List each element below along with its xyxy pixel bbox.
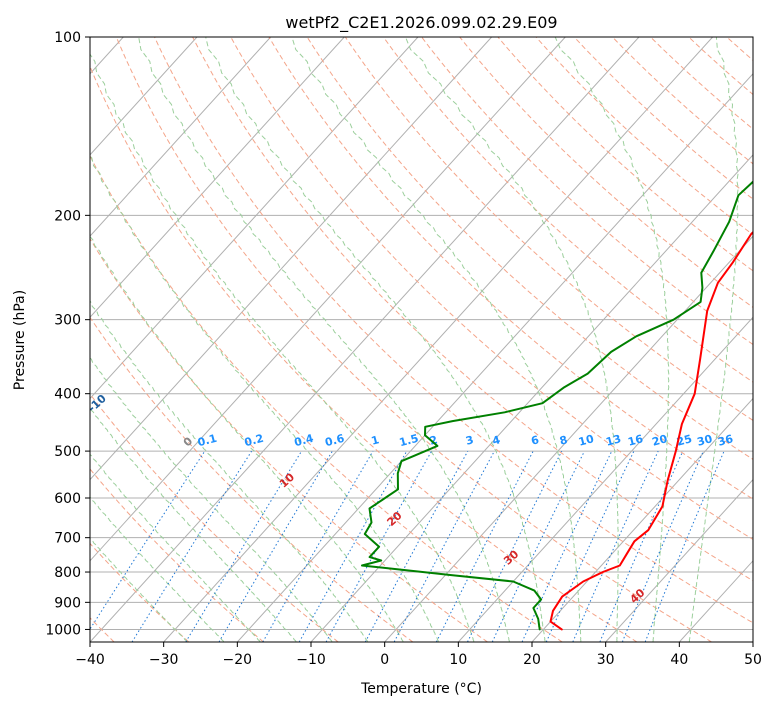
- isotherm-line: [236, 72, 753, 642]
- dewpoint-profile-line: [361, 180, 753, 631]
- moist-adiabat-line: [138, 37, 510, 642]
- mixing-ratio-line: [599, 450, 684, 642]
- line-label-layer: -100-90-80-70-60-50-40-30-20-10010203040…: [90, 392, 735, 606]
- mixing-ratio-line: [572, 450, 659, 642]
- moist-adiabat-line: [90, 154, 439, 642]
- mixing-ratio-label: 6: [530, 433, 541, 448]
- mixing-ratio-label: 0.2: [243, 432, 265, 450]
- y-tick-label: 600: [54, 491, 81, 507]
- x-tick-label: −40: [75, 652, 105, 668]
- moist-adiabat-line: [90, 235, 404, 642]
- mixing-ratio-label: 1.5: [398, 432, 420, 450]
- isotherm-line: [90, 37, 198, 156]
- isotherm-line: [90, 37, 640, 642]
- x-tick-label: 20: [523, 652, 541, 668]
- plot-frame: [89, 36, 754, 643]
- dry-adiabat-line: [306, 37, 753, 460]
- moist-adiabat-line: [205, 37, 546, 642]
- isotherm-line: [90, 37, 419, 400]
- mixing-ratio-line: [621, 450, 704, 642]
- mixing-ratio-label: 3: [464, 433, 475, 448]
- y-tick-label: 300: [54, 313, 81, 329]
- moist-adiabat-line: [90, 357, 333, 642]
- dry-adiabat-line: [192, 37, 753, 582]
- x-tick-label: 40: [670, 652, 688, 668]
- x-axis: −40 −30 −20 −10 0 10 20 30 40 50: [75, 642, 762, 668]
- y-tick-label: 700: [54, 531, 81, 547]
- mixing-ratio-label: 8: [558, 433, 569, 448]
- moist-adiabat-line: [405, 37, 619, 642]
- mixing-ratio-label: 36: [716, 432, 734, 449]
- mixing-ratio-label: 20: [651, 432, 669, 449]
- dry-adiabat-line: [90, 65, 638, 642]
- dry-adiabat-line: [421, 37, 753, 346]
- x-tick-label: 0: [380, 652, 389, 668]
- mixing-ratio-label: 30: [696, 432, 714, 449]
- mixing-ratio-line: [364, 450, 469, 642]
- mixing-ratio-label: 13: [604, 432, 622, 449]
- dry-adiabat-line: [90, 237, 488, 642]
- isotherm-line: [90, 37, 345, 319]
- y-axis: 100 200 300 400 500 600 700 800 900 1000: [45, 30, 90, 638]
- moist-adiabat-line: [90, 496, 225, 642]
- mixing-ratio-line: [467, 450, 563, 642]
- mixing-ratio-label: 10: [577, 432, 595, 449]
- mixing-ratio-line: [298, 450, 408, 642]
- mixing-ratio-label: 0.4: [293, 432, 316, 450]
- moist-adiabat-line: [90, 453, 261, 642]
- isotherm-line: [384, 235, 753, 642]
- mixing-ratio-line: [131, 450, 253, 642]
- y-tick-label: 800: [54, 565, 81, 581]
- y-tick-label: 100: [54, 30, 81, 46]
- y-tick-label: 400: [54, 387, 81, 403]
- isotherm-line: [531, 397, 753, 642]
- x-tick-label: −10: [296, 652, 326, 668]
- mixing-ratio-line: [185, 450, 303, 642]
- mixing-ratio-label: 0.6: [324, 432, 347, 450]
- x-tick-label: 50: [744, 652, 762, 668]
- dry-adiabat-line: [90, 154, 563, 642]
- mixing-ratio-line: [435, 450, 534, 642]
- moist-adiabat-line: [90, 300, 369, 642]
- x-tick-label: −20: [223, 652, 253, 668]
- temperature-profile-line: [549, 230, 753, 631]
- moist-adiabat-line: [90, 407, 297, 642]
- y-tick-label: 1000: [45, 622, 81, 638]
- y-tick-label: 900: [54, 595, 81, 611]
- y-axis-label: Pressure (hPa): [12, 290, 28, 390]
- isotherm-line: [605, 478, 753, 642]
- y-tick-label: 200: [54, 208, 81, 224]
- isotherm-line: [457, 316, 753, 642]
- y-tick-label: 500: [54, 444, 81, 460]
- mixing-ratio-line: [644, 450, 725, 642]
- mixing-ratio-label: 4: [491, 433, 502, 448]
- x-tick-label: −30: [149, 652, 179, 668]
- isotherm-line: [90, 37, 493, 481]
- dry-adiabat-line: [230, 37, 753, 541]
- mixing-ratio-line: [90, 450, 206, 631]
- moist-adiabat-line: [291, 37, 582, 642]
- chart-title: wetPf2_C2E1.2026.099.02.29.E09: [285, 13, 557, 33]
- mixing-ratio-label: 0.1: [196, 432, 218, 450]
- moist-adiabat-line: [90, 53, 475, 642]
- dry-adiabat-line: [154, 37, 753, 624]
- isotherm-line: [90, 37, 566, 562]
- x-axis-label: Temperature (°C): [360, 681, 482, 697]
- mixing-ratio-label: 1: [370, 433, 381, 448]
- x-tick-label: 30: [597, 652, 615, 668]
- moist-adiabat-line: [688, 37, 739, 642]
- grid-layer: [90, 37, 753, 642]
- series-layer: [361, 180, 753, 631]
- moist-adiabat-line: [90, 537, 188, 642]
- dry-adiabat-line: [115, 37, 712, 642]
- isotherm-line: [90, 37, 272, 237]
- mixing-ratio-label: 2: [428, 433, 439, 448]
- moist-adiabat-line: [554, 37, 670, 642]
- x-tick-label: 10: [449, 652, 467, 668]
- isotherm-line: [163, 37, 714, 642]
- mixing-ratio-label: 16: [626, 432, 644, 449]
- dry-adiabat-line: [459, 37, 753, 308]
- dry-adiabat-line: [344, 37, 753, 421]
